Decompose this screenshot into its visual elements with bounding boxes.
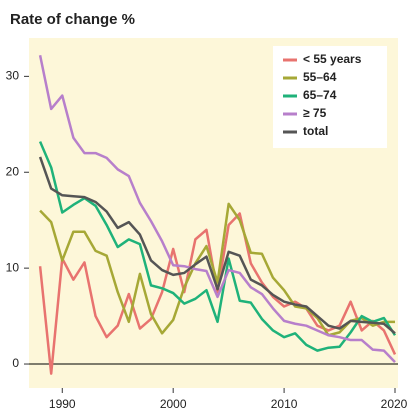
y-tick-label: 0 <box>12 356 19 370</box>
y-tick-label: 10 <box>6 260 20 274</box>
line <box>39 202 395 337</box>
legend: < 55 years 55–64 65–74 ≥ 75 total <box>273 46 387 148</box>
legend-label: total <box>303 124 328 138</box>
y-tick-label: 20 <box>6 164 20 178</box>
line <box>38 55 396 363</box>
legend-label: < 55 years <box>303 52 362 66</box>
legend-label: 65–74 <box>303 88 337 102</box>
line <box>38 156 396 335</box>
legend-label: ≥ 75 <box>303 106 327 120</box>
x-tick-label: 1990 <box>49 397 76 411</box>
chart-title: Rate of change % <box>10 11 135 28</box>
line <box>38 141 397 352</box>
x-tick-label: 2020 <box>381 397 408 411</box>
y-tick-label: 30 <box>6 69 20 83</box>
x-tick-label: 2010 <box>271 397 298 411</box>
x-tick-label: 2000 <box>160 397 187 411</box>
legend-label: 55–64 <box>303 70 337 84</box>
